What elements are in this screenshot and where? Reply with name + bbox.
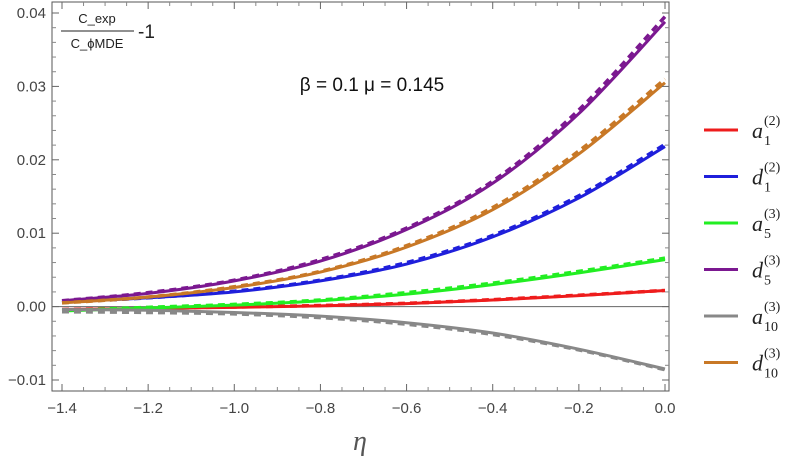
series-line-solid-d5 bbox=[61, 20, 667, 303]
legend-subscript: 5 bbox=[764, 274, 771, 289]
x-tick-label: −0.4 bbox=[478, 400, 508, 417]
series-line-solid-a10 bbox=[61, 308, 666, 371]
legend-superscript: (3) bbox=[764, 347, 781, 362]
legend-superscript: (2) bbox=[764, 161, 781, 176]
legend-item-a5: a (3) 5 bbox=[704, 207, 781, 242]
y-tick-label: 0.04 bbox=[17, 5, 46, 22]
legend-label: d bbox=[752, 351, 764, 376]
legend-label: a bbox=[752, 211, 763, 236]
y-tick-label: 0.02 bbox=[17, 152, 46, 169]
legend-subscript: 10 bbox=[764, 367, 778, 382]
y-axis-label: C_exp C_ϕMDE -1 bbox=[61, 11, 155, 51]
series-line-solid-a5 bbox=[61, 258, 666, 313]
legend-label: d bbox=[752, 165, 764, 190]
legend: a (2)1d (2)1a (3)5d (3)5a (3)10d (3)10 bbox=[704, 114, 781, 382]
plot-frame bbox=[51, 1, 670, 392]
y-label-suffix: -1 bbox=[138, 22, 155, 43]
legend-superscript: (3) bbox=[764, 254, 781, 269]
legend-superscript: (3) bbox=[764, 207, 781, 222]
series-line-dashed-d10 bbox=[61, 77, 667, 305]
series-line-solid-d1 bbox=[61, 145, 666, 304]
x-tick-label: −0.8 bbox=[306, 400, 336, 417]
legend-superscript: (2) bbox=[764, 114, 781, 129]
x-tick-label: −1.0 bbox=[219, 400, 249, 417]
x-tick-label: −1.2 bbox=[133, 400, 163, 417]
x-tick-label: −1.4 bbox=[47, 400, 77, 417]
legend-subscript: 5 bbox=[764, 227, 771, 242]
tick-layer bbox=[52, 2, 669, 391]
x-tick-labels: −1.4 −1.2 −1.0 −0.8 −0.6 −0.4 −0.2 0.0 bbox=[47, 400, 675, 417]
y-tick-labels: −0.01 0.00 0.01 0.02 0.03 0.04 bbox=[8, 5, 46, 389]
legend-item-d1: d (2) 1 bbox=[704, 161, 781, 196]
y-tick-label: 0.00 bbox=[17, 299, 46, 316]
series-line-dashed-d1 bbox=[61, 142, 666, 304]
legend-subscript: 10 bbox=[764, 320, 778, 335]
legend-label: d bbox=[752, 258, 764, 283]
parameter-annotation: β = 0.1 μ = 0.145 bbox=[300, 75, 444, 96]
x-tick-label: −0.2 bbox=[564, 400, 594, 417]
legend-item-d5: d (3) 5 bbox=[704, 254, 781, 289]
legend-item-a10: a (3) 10 bbox=[704, 300, 781, 335]
series-line-solid-d10 bbox=[61, 81, 666, 305]
legend-item-d10: d (3) 10 bbox=[704, 347, 781, 382]
y-tick-label: 0.03 bbox=[17, 78, 46, 95]
series-layer bbox=[61, 15, 667, 372]
legend-superscript: (3) bbox=[764, 300, 781, 315]
x-tick-label: −0.6 bbox=[392, 400, 422, 417]
y-tick-label: −0.01 bbox=[8, 372, 46, 389]
legend-subscript: 1 bbox=[764, 134, 771, 149]
legend-item-a1: a (2) 1 bbox=[704, 114, 781, 149]
y-label-denominator: C_ϕMDE bbox=[71, 36, 124, 51]
legend-subscript: 1 bbox=[764, 181, 771, 196]
legend-label: a bbox=[752, 118, 763, 143]
legend-label: a bbox=[752, 304, 763, 329]
y-tick-label: 0.01 bbox=[17, 225, 46, 242]
x-tick-label: 0.0 bbox=[655, 400, 676, 417]
x-axis-label: η bbox=[353, 426, 367, 457]
y-label-numerator: C_exp bbox=[78, 11, 116, 26]
